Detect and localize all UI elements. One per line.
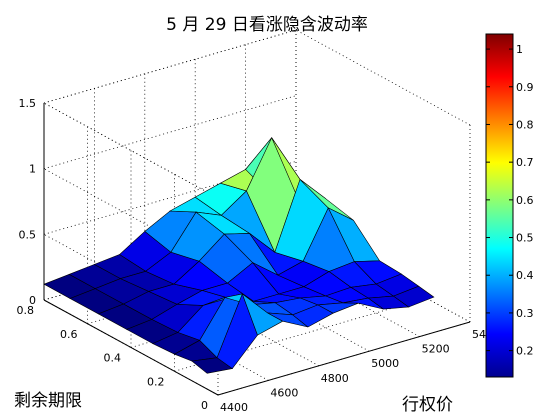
- colorbar-tick-label: 0.5: [516, 232, 534, 245]
- z-tick-label: 0.5: [19, 228, 37, 241]
- y-axis-line: [43, 299, 219, 396]
- z-tick-label: 1: [29, 163, 36, 176]
- grid-line: [295, 29, 471, 126]
- y-tick-label: 0.8: [17, 304, 35, 317]
- colorbar-tick-label: 0.8: [516, 118, 534, 131]
- colorbar: [485, 33, 514, 378]
- colorbar-tick-label: 1: [516, 43, 523, 56]
- colorbar-ticks: 0.2 0.3 0.4 0.5 0.6 0.7 0.8 0.9 1: [486, 43, 534, 358]
- surface-mesh: [43, 137, 435, 374]
- x-tick-label: 4800: [321, 372, 349, 385]
- grid-line: [43, 29, 297, 104]
- y-tick-label: 0.2: [147, 375, 165, 388]
- x-tick-label: 5000: [371, 357, 399, 370]
- y-axis-label: 剩余期限: [14, 391, 82, 411]
- x-axis-line: [217, 321, 471, 396]
- colorbar-tick-label: 0.7: [516, 156, 534, 169]
- chart-title: 5 月 29 日看涨隐含波动率: [166, 15, 368, 35]
- axes-box: [43, 103, 471, 396]
- x-tick-label: 4400: [220, 401, 248, 414]
- y-tick-label: 0: [201, 399, 208, 412]
- surface-facet: [392, 285, 435, 308]
- tick-labels: 0 0.5 1 1.5 0 0.2 0.4 0.6 0.8 4400 4600 4800 5000 520…: [17, 97, 487, 414]
- colorbar-tick-label: 0.4: [516, 269, 534, 282]
- grid-line: [43, 29, 297, 104]
- x-tick-label: 54: [472, 328, 486, 341]
- colorbar-tick-label: 0.6: [516, 194, 534, 207]
- colorbar-tick-label: 0.3: [516, 307, 534, 320]
- y-tick-label: 0.6: [60, 328, 78, 341]
- x-axis-label: 行权价: [402, 395, 453, 415]
- x-tick-label: 5200: [422, 343, 450, 356]
- colorbar-tick-label: 0.2: [516, 345, 534, 358]
- z-tick-label: 0: [29, 294, 36, 307]
- colorbar-tick-label: 0.9: [516, 81, 534, 94]
- y-tick-label: 0.4: [104, 352, 122, 365]
- x-tick-label: 4600: [270, 386, 298, 399]
- z-tick-label: 1.5: [19, 97, 37, 110]
